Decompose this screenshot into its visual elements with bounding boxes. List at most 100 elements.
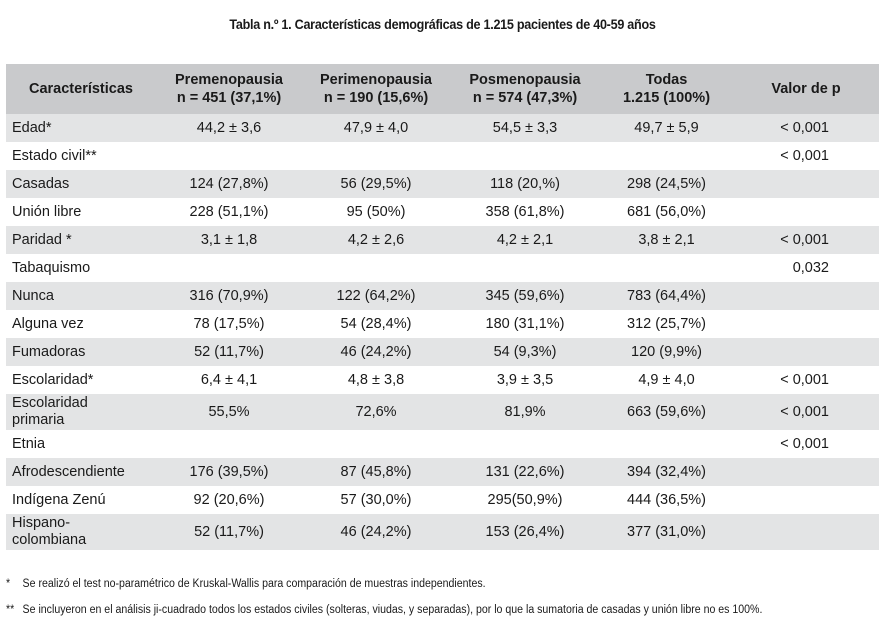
cell-todas: 298 (24,5%) bbox=[600, 170, 733, 198]
header-valor-p: Valor de p bbox=[733, 64, 879, 114]
cell-todas bbox=[600, 142, 733, 170]
cell-premenopausia: 316 (70,9%) bbox=[156, 282, 302, 310]
row-label-line2: colombiana bbox=[12, 532, 87, 548]
cell-posmenopausia: 345 (59,6%) bbox=[450, 282, 600, 310]
row-label: Fumadoras bbox=[6, 338, 156, 366]
header-caracteristicas: Características bbox=[6, 64, 156, 114]
cell-valor-p: 0,032 bbox=[733, 254, 879, 282]
row-label-line2: primaria bbox=[12, 412, 65, 428]
cell-premenopausia: 124 (27,8%) bbox=[156, 170, 302, 198]
table-row: Indígena Zenú 92 (20,6%) 57 (30,0%) 295(… bbox=[6, 486, 879, 514]
cell-perimenopausia: 122 (64,2%) bbox=[302, 282, 450, 310]
cell-todas bbox=[600, 430, 733, 458]
header-peri-line1: Perimenopausia bbox=[319, 72, 432, 88]
row-label: Nunca bbox=[6, 282, 156, 310]
table-row: Unión libre 228 (51,1%) 95 (50%) 358 (61… bbox=[6, 198, 879, 226]
cell-valor-p bbox=[733, 486, 879, 514]
cell-todas: 394 (32,4%) bbox=[600, 458, 733, 486]
cell-todas: 4,9 ± 4,0 bbox=[600, 366, 733, 394]
table-row: Estado civil** < 0,001 bbox=[6, 142, 879, 170]
header-pre-line1: Premenopausia bbox=[175, 72, 283, 88]
row-label: Paridad * bbox=[6, 226, 156, 254]
row-label: Alguna vez bbox=[6, 310, 156, 338]
cell-premenopausia bbox=[156, 254, 302, 282]
cell-posmenopausia: 54 (9,3%) bbox=[450, 338, 600, 366]
cell-premenopausia: 52 (11,7%) bbox=[156, 514, 302, 550]
cell-posmenopausia: 153 (26,4%) bbox=[450, 514, 600, 550]
table-row: Casadas 124 (27,8%) 56 (29,5%) 118 (20,%… bbox=[6, 170, 879, 198]
cell-valor-p: < 0,001 bbox=[733, 226, 879, 254]
table-row: Hispano-colombiana 52 (11,7%) 46 (24,2%)… bbox=[6, 514, 879, 550]
cell-valor-p bbox=[733, 458, 879, 486]
cell-todas: 3,8 ± 2,1 bbox=[600, 226, 733, 254]
cell-valor-p: < 0,001 bbox=[733, 394, 879, 430]
cell-posmenopausia: 81,9% bbox=[450, 394, 600, 430]
table-row: Edad* 44,2 ± 3,6 47,9 ± 4,0 54,5 ± 3,3 4… bbox=[6, 114, 879, 142]
cell-todas: 312 (25,7%) bbox=[600, 310, 733, 338]
cell-valor-p bbox=[733, 170, 879, 198]
cell-todas bbox=[600, 254, 733, 282]
footnote-text: Se incluyeron en el análisis ji-cuadrado… bbox=[22, 604, 763, 616]
cell-valor-p bbox=[733, 338, 879, 366]
row-label: Casadas bbox=[6, 170, 156, 198]
row-label-line1: Escolaridad bbox=[12, 395, 88, 411]
cell-todas: 663 (59,6%) bbox=[600, 394, 733, 430]
cell-premenopausia bbox=[156, 430, 302, 458]
row-label: Hispano-colombiana bbox=[6, 514, 156, 550]
demographics-table: Características Premenopausia n = 451 (37… bbox=[6, 64, 879, 550]
cell-premenopausia: 92 (20,6%) bbox=[156, 486, 302, 514]
header-todas-line2: 1.215 (100%) bbox=[622, 90, 711, 106]
row-label: Escolaridad primaria bbox=[6, 394, 156, 430]
cell-premenopausia: 52 (11,7%) bbox=[156, 338, 302, 366]
cell-todas: 783 (64,4%) bbox=[600, 282, 733, 310]
header-caracteristicas-text: Características bbox=[29, 81, 133, 97]
footnote-mark: * bbox=[6, 578, 11, 590]
cell-posmenopausia: 118 (20,%) bbox=[450, 170, 600, 198]
row-label: Tabaquismo bbox=[6, 254, 156, 282]
cell-perimenopausia: 4,8 ± 3,8 bbox=[302, 366, 450, 394]
cell-perimenopausia: 46 (24,2%) bbox=[302, 338, 450, 366]
cell-premenopausia: 55,5% bbox=[156, 394, 302, 430]
cell-todas: 444 (36,5%) bbox=[600, 486, 733, 514]
cell-valor-p bbox=[733, 514, 879, 550]
table-row: Etnia < 0,001 bbox=[6, 430, 879, 458]
table-row: Tabaquismo 0,032 bbox=[6, 254, 879, 282]
cell-perimenopausia: 47,9 ± 4,0 bbox=[302, 114, 450, 142]
header-posmenopausia: Posmenopausia n = 574 (47,3%) bbox=[450, 64, 600, 114]
footnote-text: Se realizó el test no-paramétrico de Kru… bbox=[22, 578, 486, 590]
table-row: Paridad * 3,1 ± 1,8 4,2 ± 2,6 4,2 ± 2,1 … bbox=[6, 226, 879, 254]
header-pos-line1: Posmenopausia bbox=[469, 72, 581, 88]
header-premenopausia: Premenopausia n = 451 (37,1%) bbox=[156, 64, 302, 114]
cell-valor-p: < 0,001 bbox=[733, 430, 879, 458]
table-row: Nunca 316 (70,9%) 122 (64,2%) 345 (59,6%… bbox=[6, 282, 879, 310]
row-label: Unión libre bbox=[6, 198, 156, 226]
row-label-line1: Hispano- bbox=[12, 515, 71, 531]
cell-valor-p bbox=[733, 310, 879, 338]
cell-posmenopausia: 295(50,9%) bbox=[450, 486, 600, 514]
cell-perimenopausia: 46 (24,2%) bbox=[302, 514, 450, 550]
cell-premenopausia: 176 (39,5%) bbox=[156, 458, 302, 486]
cell-todas: 681 (56,0%) bbox=[600, 198, 733, 226]
table-row: Escolaridad primaria 55,5% 72,6% 81,9% 66… bbox=[6, 394, 879, 430]
cell-premenopausia: 3,1 ± 1,8 bbox=[156, 226, 302, 254]
table-row: Afrodescendiente 176 (39,5%) 87 (45,8%) … bbox=[6, 458, 879, 486]
header-pos-line2: n = 574 (47,3%) bbox=[472, 90, 578, 106]
row-label: Estado civil** bbox=[6, 142, 156, 170]
cell-perimenopausia: 57 (30,0%) bbox=[302, 486, 450, 514]
cell-premenopausia: 44,2 ± 3,6 bbox=[156, 114, 302, 142]
row-label: Afrodescendiente bbox=[6, 458, 156, 486]
cell-todas: 120 (9,9%) bbox=[600, 338, 733, 366]
row-label: Edad* bbox=[6, 114, 156, 142]
cell-valor-p bbox=[733, 198, 879, 226]
cell-posmenopausia: 131 (22,6%) bbox=[450, 458, 600, 486]
cell-perimenopausia bbox=[302, 254, 450, 282]
cell-perimenopausia: 72,6% bbox=[302, 394, 450, 430]
cell-todas: 377 (31,0%) bbox=[600, 514, 733, 550]
header-todas: Todas 1.215 (100%) bbox=[600, 64, 733, 114]
footnote-ji-cuadrado: ** Se incluyeron en el análisis ji-cuadra… bbox=[6, 604, 762, 616]
cell-posmenopausia: 4,2 ± 2,1 bbox=[450, 226, 600, 254]
cell-posmenopausia: 3,9 ± 3,5 bbox=[450, 366, 600, 394]
cell-perimenopausia bbox=[302, 142, 450, 170]
cell-perimenopausia: 87 (45,8%) bbox=[302, 458, 450, 486]
cell-todas: 49,7 ± 5,9 bbox=[600, 114, 733, 142]
